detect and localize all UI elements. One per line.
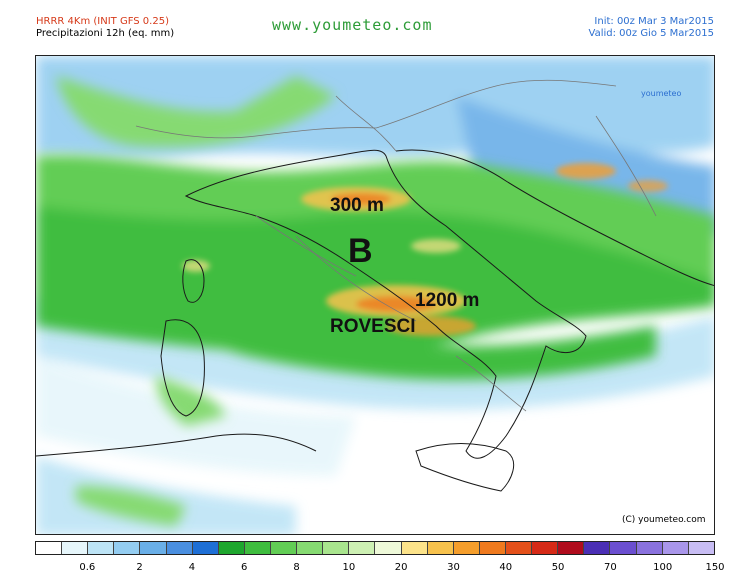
legend-swatch <box>218 542 245 554</box>
legend-swatch <box>270 542 298 554</box>
legend-tick-label: 4 <box>188 562 196 573</box>
legend-swatch <box>636 542 663 554</box>
legend-swatch <box>88 542 115 554</box>
legend-swatch <box>662 542 689 554</box>
precipitation-color-legend <box>35 541 715 555</box>
legend-tick-label: 150 <box>705 562 725 573</box>
altitude-label-south: 1200 m <box>415 290 480 311</box>
legend-swatch <box>140 542 167 554</box>
legend-tick-label: 100 <box>653 562 673 573</box>
precipitation-map: 300 m B 1200 m ROVESCI youmeteo (C) youm… <box>35 55 715 535</box>
legend-tick-label: 30 <box>447 562 460 573</box>
legend-swatch <box>62 542 89 554</box>
low-pressure-symbol: B <box>348 232 373 270</box>
legend-swatch <box>505 542 533 554</box>
valid-time: Valid: 00z Gio 5 Mar2015 <box>588 28 714 39</box>
product-title: Precipitazioni 12h (eq. mm) <box>36 28 175 39</box>
legend-swatch <box>532 542 559 554</box>
legend-swatch <box>610 542 637 554</box>
legend-tick-label: 20 <box>394 562 408 573</box>
legend-swatch <box>401 542 428 554</box>
legend-swatch <box>453 542 480 554</box>
legend-swatch <box>375 542 402 554</box>
legend-swatch <box>297 542 324 554</box>
legend-swatch <box>479 542 506 554</box>
legend-swatch <box>558 542 585 554</box>
showers-label: ROVESCI <box>330 316 416 337</box>
legend-tick-label: 40 <box>499 562 513 573</box>
legend-swatch <box>584 542 611 554</box>
model-title: HRRR 4Km (INIT GFS 0.25) <box>36 16 169 27</box>
legend-tick-label: 10 <box>342 562 356 573</box>
legend-tick-label: 0.6 <box>79 562 96 573</box>
init-time: Init: 00z Mar 3 Mar2015 <box>594 16 714 27</box>
legend-swatch <box>114 542 141 554</box>
legend-swatch <box>166 542 193 554</box>
site-url-link[interactable]: www.youmeteo.com <box>272 16 433 34</box>
legend-tick-label: 50 <box>551 562 565 573</box>
map-canvas <box>36 56 714 534</box>
legend-swatch <box>349 542 376 554</box>
legend-tick-label: 8 <box>293 562 300 573</box>
youmeteo-logo: youmeteo <box>641 89 682 98</box>
legend-swatch <box>688 542 714 554</box>
legend-swatch <box>36 542 63 554</box>
legend-swatch <box>192 542 219 554</box>
altitude-label-north: 300 m <box>330 195 384 216</box>
legend-swatch <box>427 542 454 554</box>
copyright-text: (C) youmeteo.com <box>622 515 706 525</box>
legend-tick-label: 6 <box>241 562 248 573</box>
legend-tick-label: 2 <box>136 562 143 573</box>
legend-swatch <box>244 542 271 554</box>
legend-swatch <box>323 542 350 554</box>
legend-tick-label: 70 <box>604 562 617 573</box>
